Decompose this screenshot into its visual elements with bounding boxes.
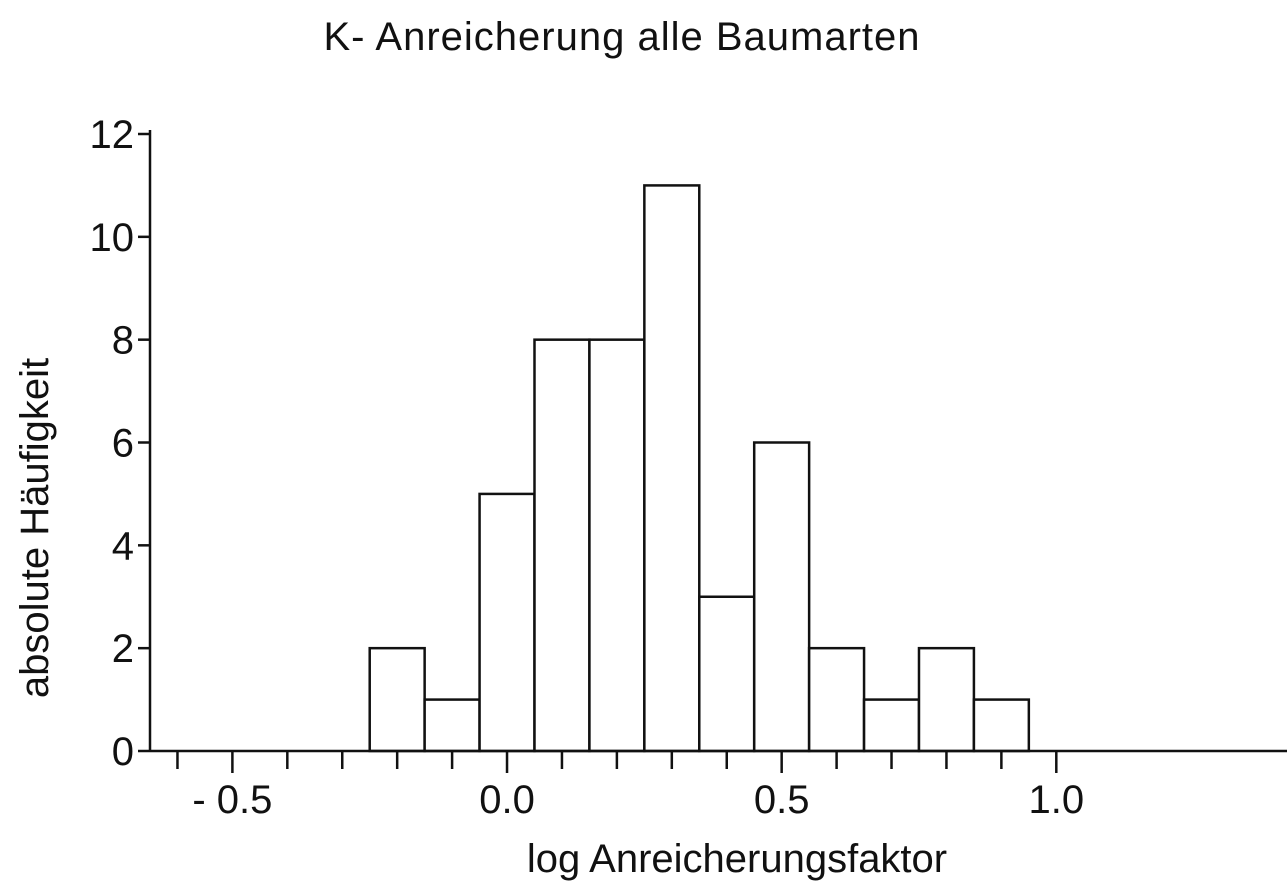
histogram-bar-7 xyxy=(752,441,811,753)
bars-group xyxy=(368,184,1031,753)
histogram-bar-8 xyxy=(807,646,866,753)
histogram-bar-1 xyxy=(423,698,481,753)
x-tick-label-2: 0.5 xyxy=(754,778,810,822)
y-tick-label-2: 4 xyxy=(112,524,134,568)
histogram-bar-9 xyxy=(862,698,921,753)
histogram-bar-3 xyxy=(533,338,591,753)
x-tick-label-3: 1.0 xyxy=(1028,778,1084,822)
y-tick-label-3: 6 xyxy=(112,422,134,466)
x-tick-label-0: - 0.5 xyxy=(192,778,272,822)
histogram-bar-10 xyxy=(917,646,976,753)
x-axis-label: log Anreicherungsfaktor xyxy=(527,837,947,881)
x-axis: - 0.5 0.0 0.5 1.0 xyxy=(150,749,1287,822)
chart-title: K- Anreicherung alle Baumarten xyxy=(324,15,921,59)
x-tick-label-1: 0.0 xyxy=(479,778,535,822)
histogram-bar-11 xyxy=(972,698,1031,753)
histogram-bar-4 xyxy=(588,338,646,753)
histogram-bar-6 xyxy=(698,595,756,753)
histogram-bar-5 xyxy=(643,184,701,753)
histogram-bar-2 xyxy=(478,492,536,753)
y-tick-label-0: 0 xyxy=(112,730,134,774)
y-tick-label-1: 2 xyxy=(112,627,134,671)
y-axis-label: absolute Häufigkeit xyxy=(13,358,57,698)
y-tick-label-6: 12 xyxy=(90,113,135,157)
y-axis: 0 2 4 6 8 10 12 xyxy=(90,113,152,774)
histogram-bar-0 xyxy=(368,646,426,753)
y-tick-label-5: 10 xyxy=(90,216,135,260)
y-tick-label-4: 8 xyxy=(112,319,134,363)
